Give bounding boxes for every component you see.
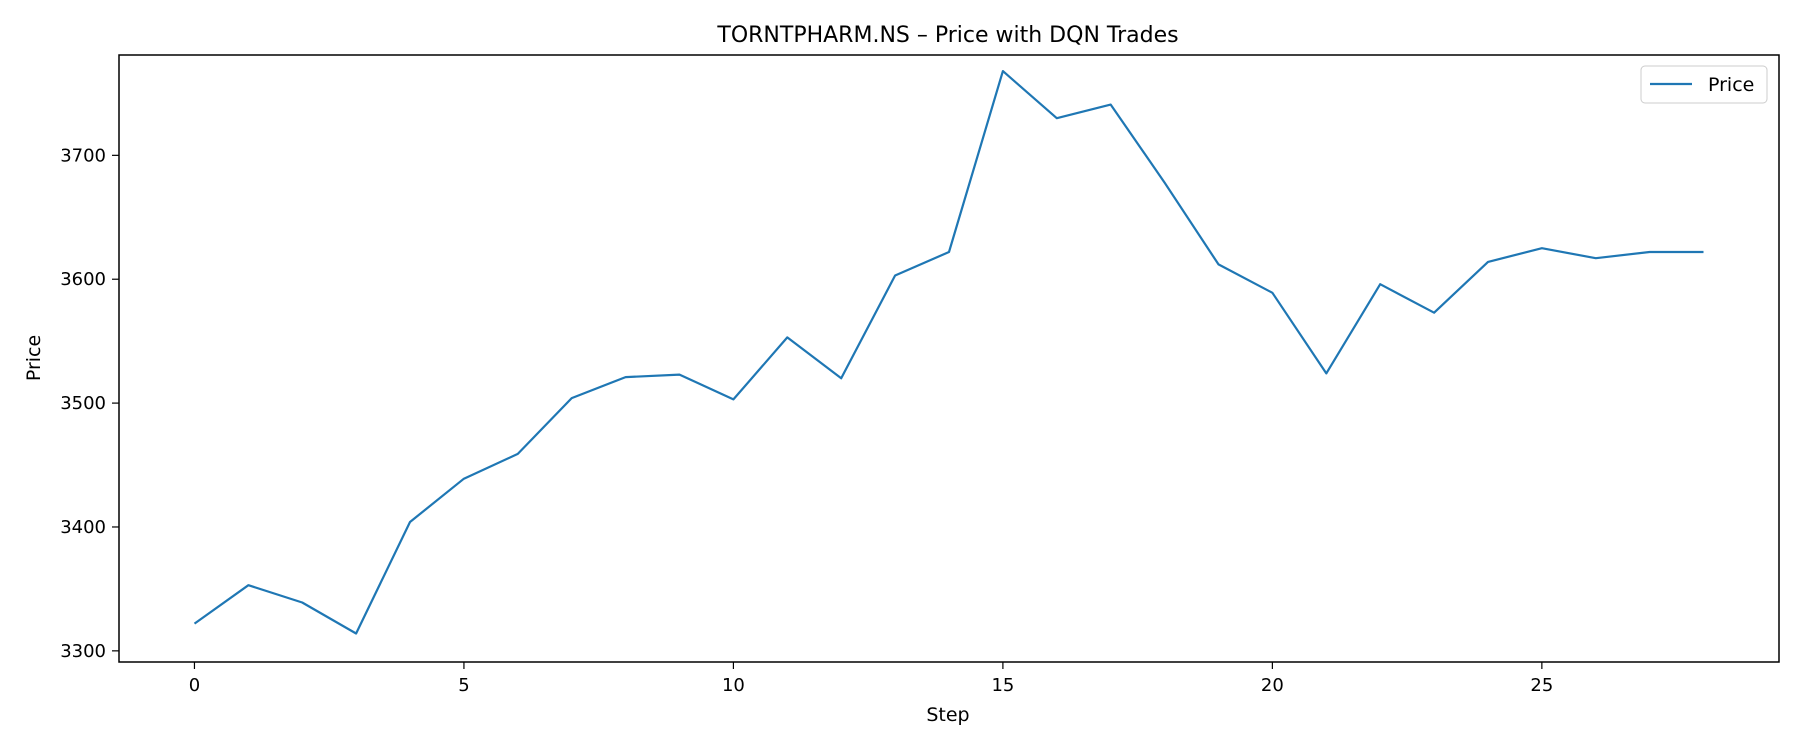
- x-tick-label: 15: [991, 675, 1014, 696]
- x-tick-label: 5: [458, 675, 469, 696]
- x-tick-label: 25: [1530, 675, 1553, 696]
- legend-box: [1640, 65, 1768, 104]
- x-axis-label: Step: [926, 704, 969, 726]
- price-series-line: [193, 69, 1704, 635]
- y-tick-label: 3400: [60, 517, 106, 538]
- chart-title: TORNTPHARM.NS – Price with DQN Trades: [716, 23, 1178, 48]
- y-tick-label: 3300: [60, 641, 106, 662]
- x-tick-label: 0: [189, 675, 200, 696]
- x-tick-label: 10: [722, 675, 745, 696]
- legend-price-label: Price: [1708, 74, 1754, 96]
- y-tick-label: 3700: [60, 145, 106, 166]
- legend: Price: [1640, 65, 1768, 104]
- y-axis-label: Price: [23, 335, 45, 381]
- x-axis-ticks: 0 5 10 15 20 25: [189, 662, 1553, 696]
- y-axis-ticks: 3300 3400 3500 3600 3700: [60, 145, 119, 662]
- plot-area: [118, 54, 1780, 663]
- y-tick-label: 3600: [60, 269, 106, 290]
- x-tick-label: 20: [1261, 675, 1284, 696]
- y-tick-label: 3500: [60, 393, 106, 414]
